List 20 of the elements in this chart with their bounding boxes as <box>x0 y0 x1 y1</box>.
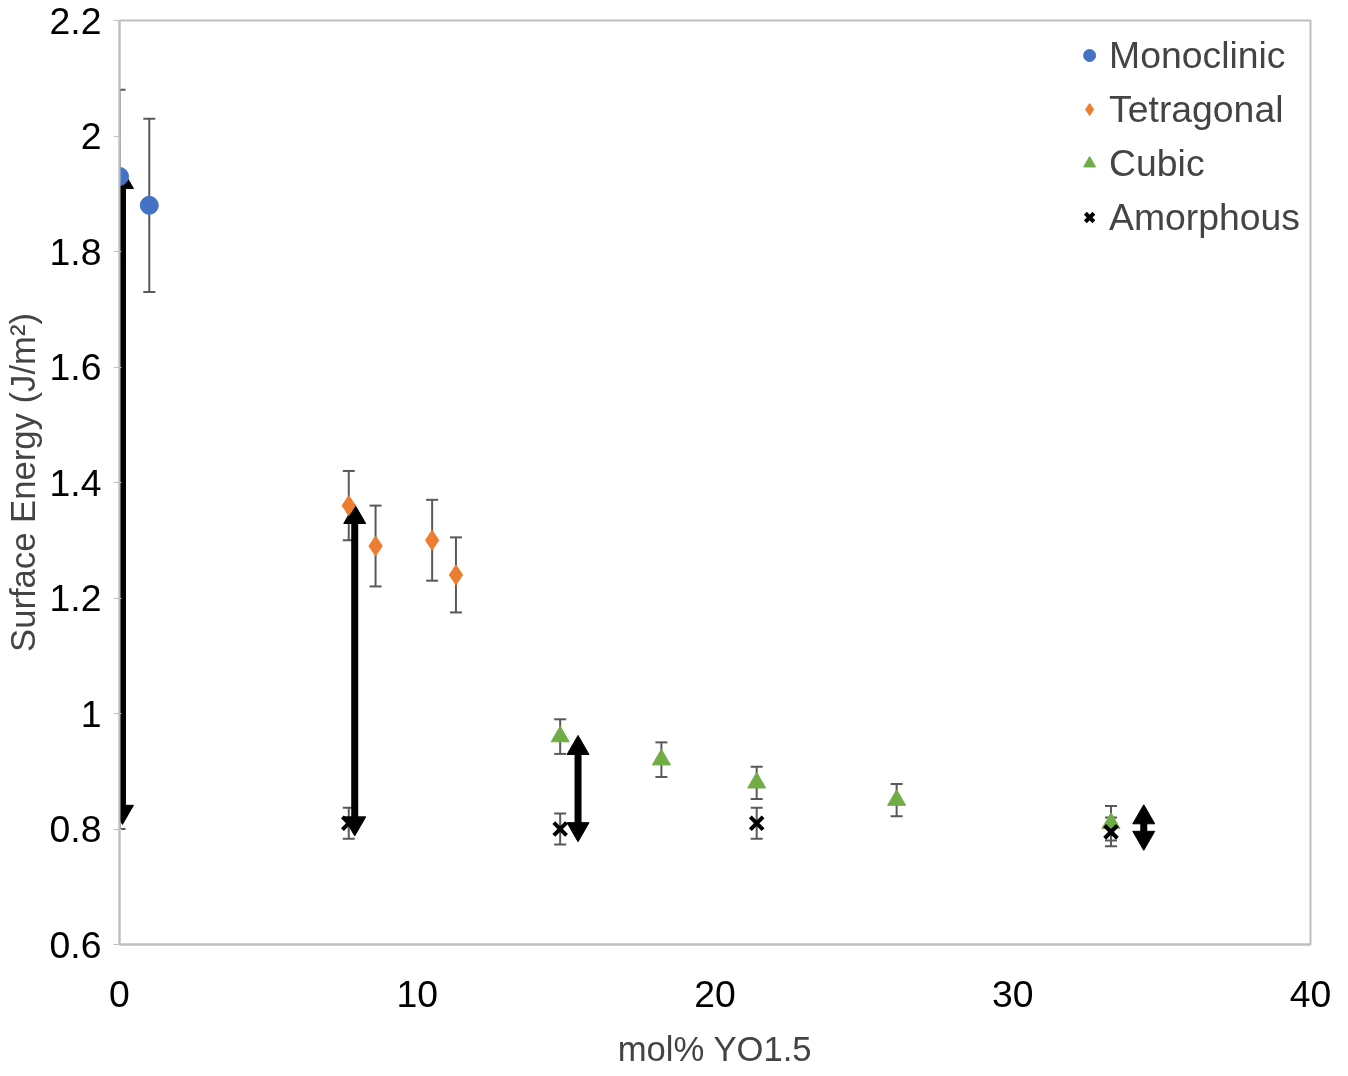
legend-label: Tetragonal <box>1109 87 1284 131</box>
x-tick-label: 40 <box>1289 972 1332 1015</box>
y-axis-title: Surface Energy (J/m²) <box>3 313 42 652</box>
legend-label: Cubic <box>1109 141 1205 185</box>
x-tick-label: 0 <box>109 972 130 1015</box>
y-tick-label: 2 <box>80 115 102 157</box>
y-tick-label: 1.4 <box>49 461 102 504</box>
x-tick-label: 10 <box>396 972 439 1015</box>
y-tick-label: 1.8 <box>49 230 102 273</box>
x-tick-label: 20 <box>694 972 736 1015</box>
y-tick-label: 1 <box>80 692 102 735</box>
y-tick-label: 1.6 <box>49 346 102 388</box>
legend-label: Amorphous <box>1109 195 1300 239</box>
x-axis-title: mol% YO1.5 <box>617 1029 812 1068</box>
x-tick-label: 30 <box>991 972 1034 1015</box>
y-tick-label: 0.8 <box>49 808 102 850</box>
y-tick-label: 0.6 <box>49 923 102 966</box>
y-tick-label: 2.2 <box>49 0 102 42</box>
legend-label: Monoclinic <box>1109 33 1286 77</box>
y-tick-label: 1.2 <box>49 577 102 619</box>
